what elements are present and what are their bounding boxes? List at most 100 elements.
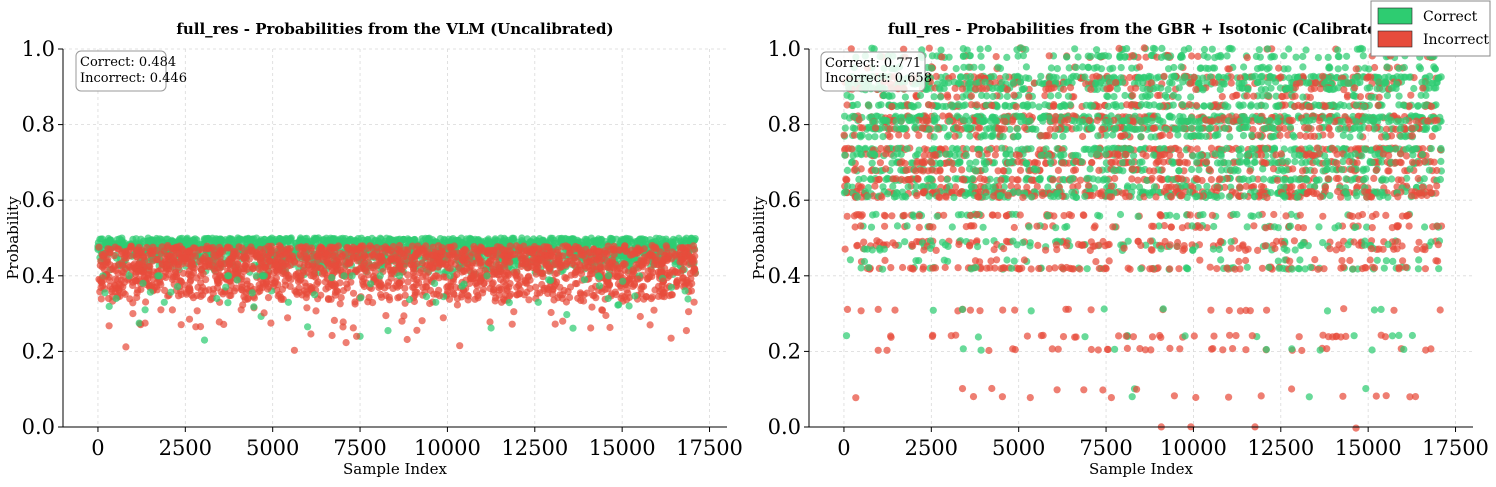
correct-point [1156,102,1164,110]
incorrect-point [493,247,501,255]
incorrect-point [265,283,273,291]
incorrect-point [395,279,403,287]
correct-point [595,273,604,281]
incorrect-point [237,306,245,314]
incorrect-point [277,295,285,303]
incorrect-point [369,299,377,307]
incorrect-point [450,290,458,298]
correct-point [638,235,646,243]
correct-point [1054,91,1062,100]
incorrect-point [958,85,967,93]
incorrect-point [513,283,521,291]
incorrect-point [1225,65,1233,73]
correct-point [1175,84,1183,92]
incorrect-point [1103,85,1111,93]
incorrect-point [239,286,247,294]
incorrect-point [409,283,417,291]
correct-point [164,235,172,243]
incorrect-point [470,272,478,280]
incorrect-point [162,261,171,269]
x-tick-label: 17500 [676,436,743,460]
incorrect-point [1192,85,1200,93]
incorrect-point [471,295,479,303]
correct-point [1285,45,1293,53]
correct-point [1037,72,1045,80]
incorrect-point [398,317,406,325]
left-stats-box: Correct: 0.484 Incorrect: 0.446 [75,50,187,92]
incorrect-point [551,320,559,328]
incorrect-point [470,243,478,251]
correct-point [222,283,230,291]
incorrect-point [677,256,686,264]
correct-point [357,294,365,302]
correct-point [1314,54,1322,62]
incorrect-point [199,283,207,291]
incorrect-point [1310,84,1318,92]
correct-point [1204,53,1212,61]
incorrect-point [495,261,503,269]
correct-point [1123,45,1131,53]
incorrect-point [564,243,572,251]
incorrect-point [281,281,290,289]
incorrect-point [351,300,359,308]
left-chart-title: full_res - Probabilities from the VLM (U… [176,20,613,38]
incorrect-point [324,295,332,303]
incorrect-point [562,298,571,306]
correct-point [1142,92,1150,100]
correct-point [1216,85,1224,94]
incorrect-point [472,288,481,296]
correct-point [916,91,925,99]
correct-point [1098,52,1106,60]
correct-point [1359,45,1367,53]
correct-point [942,102,950,111]
correct-point [625,302,633,310]
incorrect-point [636,312,644,321]
x-tick-label: 2500 [159,436,212,460]
incorrect-point [296,251,304,259]
correct-point [1153,84,1161,92]
correct-point [652,234,660,242]
correct-point [1252,52,1260,61]
correct-point [1363,84,1371,92]
correct-point [1223,52,1231,60]
incorrect-point [587,324,595,332]
correct-point [1118,78,1127,86]
correct-point [1367,93,1375,101]
correct-point [167,288,175,296]
incorrect-point [261,263,269,271]
correct-point [487,324,495,332]
incorrect-point [219,290,227,298]
incorrect-point [536,289,544,297]
correct-point [1072,72,1081,81]
incorrect-point [505,283,513,291]
incorrect-point [572,268,580,276]
incorrect-point [602,311,610,320]
incorrect-point [588,270,596,278]
incorrect-point [174,292,183,300]
incorrect-point [586,257,594,266]
correct-point [937,93,945,101]
correct-point [529,235,538,243]
incorrect-point [168,306,176,314]
incorrect-point [596,263,605,271]
correct-point [174,283,182,291]
incorrect-point [992,53,1000,61]
incorrect-point [982,85,990,93]
correct-point [1302,46,1310,54]
incorrect-point [301,279,309,287]
incorrect-point [290,346,298,354]
correct-point [146,288,154,296]
correct-point [1089,102,1097,110]
correct-point [1087,52,1095,60]
incorrect-point [690,265,698,273]
incorrect-point [534,245,542,253]
incorrect-point [95,243,103,251]
correct-point [252,272,260,280]
incorrect-point [297,272,305,280]
incorrect-point [608,256,617,264]
correct-point [460,280,468,288]
incorrect-point [556,291,564,299]
correct-point [125,272,133,280]
correct-point [1003,92,1011,100]
correct-point [1197,64,1205,72]
